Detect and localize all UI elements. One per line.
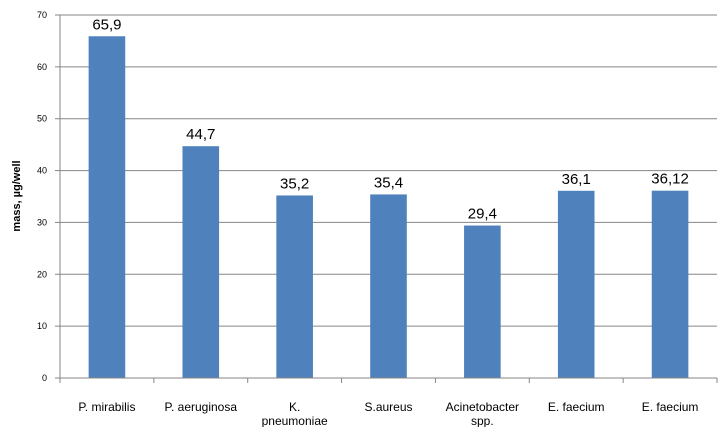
x-category-label: S.aureus <box>364 400 412 414</box>
y-tick-label: 0 <box>42 373 47 383</box>
data-labels: 65,9 44,7 35,2 35,4 29,4 36,1 36,12 <box>92 16 689 222</box>
data-label: 36,12 <box>651 171 689 188</box>
y-tick-label: 60 <box>37 62 47 72</box>
bar <box>276 195 313 378</box>
x-category-label: Acinetobacter spp. <box>446 400 519 427</box>
bar <box>651 190 689 378</box>
bar <box>464 225 501 378</box>
y-tick-label: 10 <box>37 321 47 331</box>
data-label: 35,2 <box>280 175 309 192</box>
y-tick-label: 20 <box>37 269 47 279</box>
bar <box>88 36 126 379</box>
axes <box>59 15 718 383</box>
data-label: 36,1 <box>562 171 591 188</box>
x-category-label: E. faecium <box>548 400 605 414</box>
bars <box>88 36 689 379</box>
data-label: 44,7 <box>186 126 215 143</box>
y-tick-label: 70 <box>37 10 47 20</box>
x-category-label: P. aeruginosa <box>165 400 238 414</box>
x-category-labels: P. mirabilis P. aeruginosa K. pneumoniae S.a… <box>78 400 698 427</box>
data-label: 35,4 <box>374 174 403 191</box>
x-category-label: P. mirabilis <box>78 400 135 414</box>
y-tick-label: 30 <box>37 217 47 227</box>
data-label: 65,9 <box>92 16 121 33</box>
bar <box>557 190 595 378</box>
bar <box>182 146 220 378</box>
y-tick-label: 50 <box>37 114 47 124</box>
x-category-label: K. pneumoniae <box>262 400 328 427</box>
bar <box>370 194 407 378</box>
data-label: 29,4 <box>468 206 497 223</box>
y-axis-label: mass, µg/well <box>11 160 23 231</box>
x-category-label: E. faecium <box>642 400 699 414</box>
y-tick-labels: 0 10 20 30 40 50 60 70 <box>37 10 47 383</box>
y-tick-label: 40 <box>37 166 47 176</box>
